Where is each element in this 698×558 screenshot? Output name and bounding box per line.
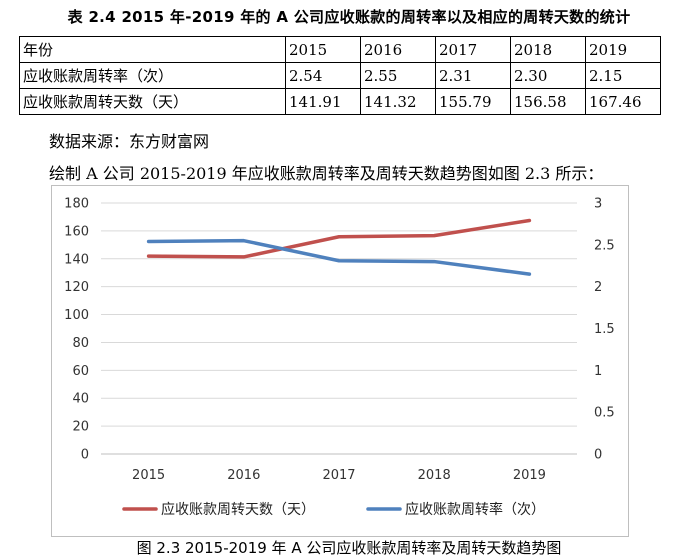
y-right-tick-label: 1.5 bbox=[594, 322, 615, 337]
turnover-table: 年份 2015 2016 2017 2018 2019 应收账款周转率（次） 2… bbox=[19, 36, 661, 115]
data-source-text: 数据来源：东方财富网 bbox=[49, 132, 210, 151]
table-cell: 156.58 bbox=[510, 88, 586, 115]
y-left-tick-label: 60 bbox=[72, 364, 89, 379]
header-cell: 2015 bbox=[285, 36, 361, 63]
table-cell: 2.30 bbox=[510, 62, 586, 89]
table-cell: 155.79 bbox=[435, 88, 511, 115]
table-cell: 2.31 bbox=[435, 62, 511, 89]
y-left-tick-label: 180 bbox=[64, 197, 89, 212]
table-cell: 应收账款周转天数（天） bbox=[19, 88, 286, 115]
y-left-tick-label: 140 bbox=[64, 252, 89, 267]
header-cell: 2018 bbox=[510, 36, 586, 63]
y-right-tick-label: 0.5 bbox=[594, 406, 615, 421]
figure-caption: 图 2.3 2015-2019 年 A 公司应收账款周转率及周转天数趋势图 bbox=[136, 539, 562, 557]
header-cell: 年份 bbox=[19, 36, 286, 63]
trend-chart: 0 20 40 60 80 100 120 140 160 180 0 0.5 1 1.5 2 2.5 3 201… bbox=[51, 185, 629, 537]
table-row: 应收账款周转率（次） 2.54 2.55 2.31 2.30 2.15 bbox=[19, 62, 661, 89]
days-series-line bbox=[146, 218, 532, 259]
table-cell: 2.15 bbox=[585, 62, 661, 89]
intro-paragraph: 绘制 A 公司 2015-2019 年应收账款周转率及周转天数趋势图如图 2.3… bbox=[49, 164, 604, 183]
y-right-tick-label: 2.5 bbox=[594, 238, 615, 253]
table-caption: 表 2.4 2015 年-2019 年的 A 公司应收账款的周转率以及相应的周转… bbox=[67, 8, 631, 26]
table-cell: 141.91 bbox=[285, 88, 361, 115]
y-right-tick-label: 1 bbox=[594, 364, 602, 379]
header-cell: 2019 bbox=[585, 36, 661, 63]
header-cell: 2017 bbox=[435, 36, 511, 63]
y-left-tick-label: 20 bbox=[72, 420, 89, 435]
y-right-tick-label: 3 bbox=[594, 197, 602, 212]
chart-canvas: 0 20 40 60 80 100 120 140 160 180 0 0.5 1 1.5 2 2.5 3 201… bbox=[64, 197, 615, 519]
table-cell: 2.54 bbox=[285, 62, 361, 89]
x-tick-label: 2015 bbox=[132, 468, 165, 483]
table-cell: 2.55 bbox=[360, 62, 436, 89]
y-left-tick-label: 0 bbox=[81, 448, 89, 463]
table-cell: 141.32 bbox=[360, 88, 436, 115]
header-cell: 2016 bbox=[360, 36, 436, 63]
y-left-tick-label: 120 bbox=[64, 280, 89, 295]
x-tick-label: 2018 bbox=[418, 468, 451, 483]
x-tick-label: 2016 bbox=[227, 468, 260, 483]
y-left-tick-label: 100 bbox=[64, 308, 89, 323]
table-cell: 应收账款周转率（次） bbox=[19, 62, 286, 89]
legend-label: 应收账款周转率（次） bbox=[405, 501, 545, 518]
y-left-tick-label: 40 bbox=[72, 392, 89, 407]
table-header-row: 年份 2015 2016 2017 2018 2019 bbox=[19, 36, 661, 63]
x-tick-label: 2017 bbox=[322, 468, 355, 483]
y-right-tick-label: 0 bbox=[594, 448, 602, 463]
x-tick-label: 2019 bbox=[513, 468, 546, 483]
y-left-tick-label: 80 bbox=[72, 336, 89, 351]
y-left-tick-label: 160 bbox=[64, 224, 89, 239]
y-right-tick-label: 2 bbox=[594, 280, 602, 295]
table-cell: 167.46 bbox=[585, 88, 661, 115]
legend-label: 应收账款周转天数（天） bbox=[161, 501, 315, 518]
table-row: 应收账款周转天数（天） 141.91 141.32 155.79 156.58 … bbox=[19, 88, 661, 115]
